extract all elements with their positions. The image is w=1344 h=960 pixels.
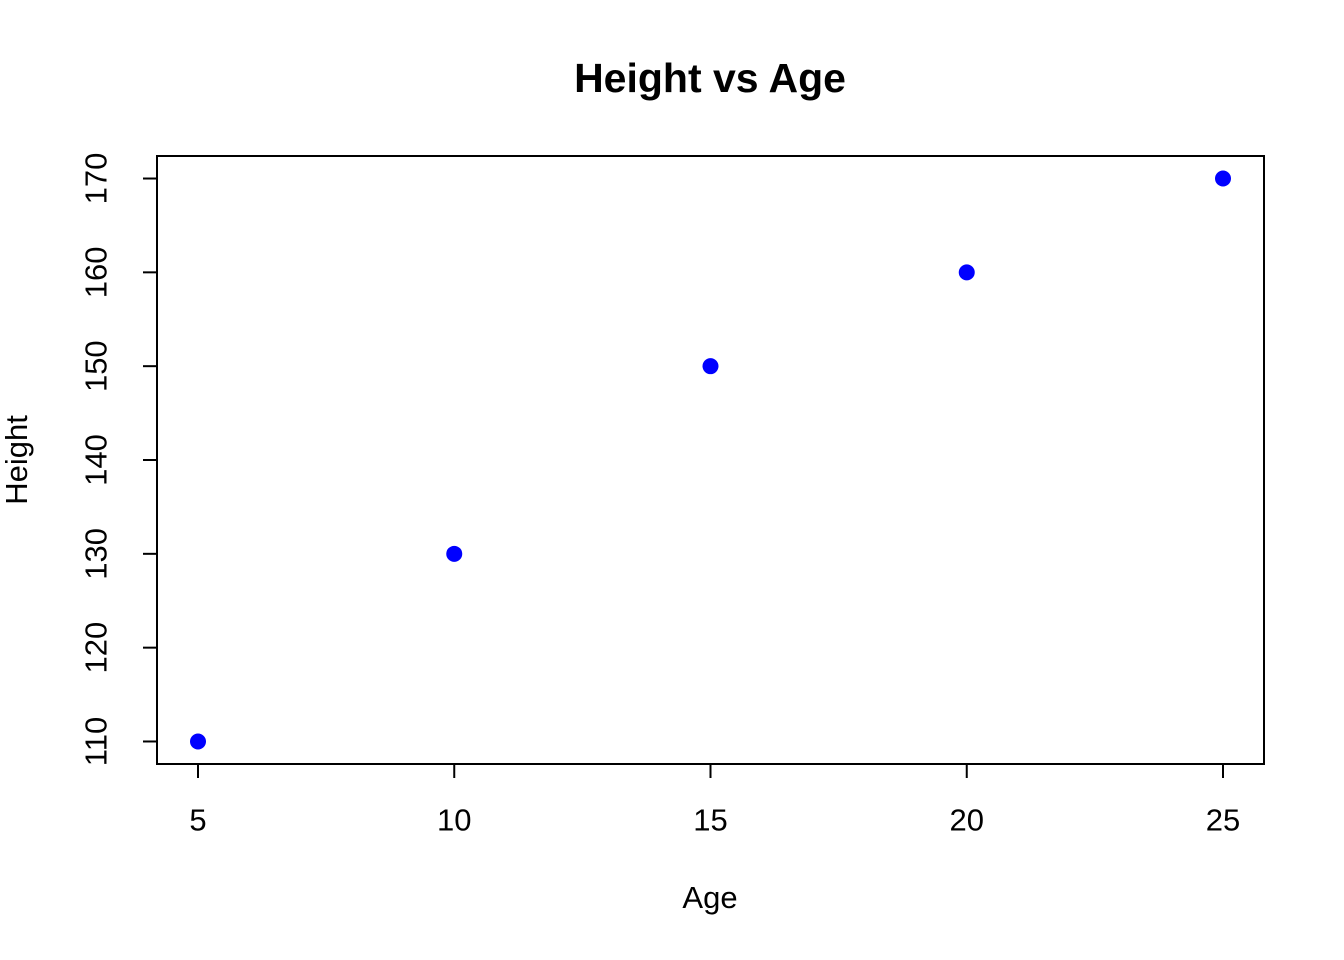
y-tick-label: 110 [79,717,114,766]
y-tick-label: 130 [79,528,114,580]
scatter-point [190,733,206,750]
x-tick-label: 5 [189,803,206,838]
x-tick-label: 10 [437,803,471,838]
x-axis-title: Age [682,880,737,915]
scatter-point [446,545,463,562]
y-tick-label: 120 [79,622,114,674]
y-tick-label: 160 [79,246,114,298]
scatter-point [702,358,719,375]
x-tick-label: 15 [693,803,727,838]
plot-box [156,155,1265,765]
y-tick-label: 170 [79,153,114,205]
x-tick-label: 20 [950,803,984,838]
plot-area: 5 10 15 20 25 110 120 130 140 150 160 170 [79,153,1265,838]
chart-title: Height vs Age [574,55,846,101]
scatter-point [958,264,975,281]
y-tick-label: 150 [79,340,114,392]
x-tick-label: 25 [1206,803,1240,838]
y-tick-label: 140 [79,434,114,486]
scatter-point [1215,170,1231,187]
y-axis-title: Height [0,415,34,505]
